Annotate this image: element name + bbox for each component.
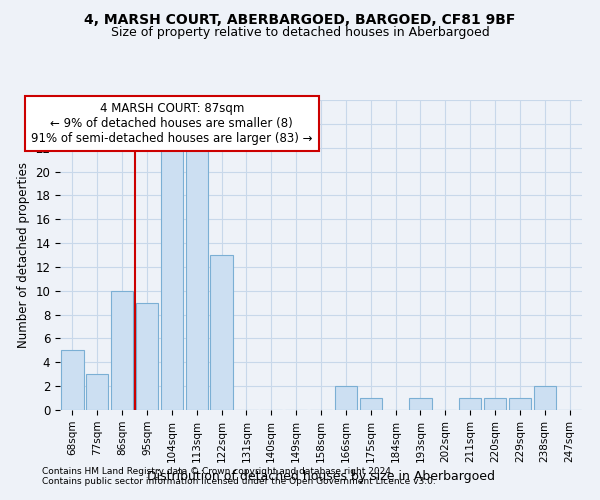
Bar [459,398,481,410]
Text: Size of property relative to detached houses in Aberbargoed: Size of property relative to detached ho… [110,26,490,39]
Text: Contains HM Land Registry data © Crown copyright and database right 2024.: Contains HM Land Registry data © Crown c… [42,468,394,476]
Bar [509,398,531,410]
Bar [61,350,83,410]
Bar [161,148,183,410]
X-axis label: Distribution of detached houses by size in Aberbargoed: Distribution of detached houses by size … [147,470,495,483]
Bar [533,386,556,410]
Text: 4, MARSH COURT, ABERBARGOED, BARGOED, CF81 9BF: 4, MARSH COURT, ABERBARGOED, BARGOED, CF… [85,12,515,26]
Bar [484,398,506,410]
Bar [111,291,133,410]
Text: 4 MARSH COURT: 87sqm
← 9% of detached houses are smaller (8)
91% of semi-detache: 4 MARSH COURT: 87sqm ← 9% of detached ho… [31,102,313,146]
Bar [185,148,208,410]
Y-axis label: Number of detached properties: Number of detached properties [17,162,30,348]
Bar [86,374,109,410]
Text: Contains public sector information licensed under the Open Government Licence v3: Contains public sector information licen… [42,478,436,486]
Bar [335,386,357,410]
Bar [136,302,158,410]
Bar [359,398,382,410]
Bar [211,255,233,410]
Bar [409,398,431,410]
